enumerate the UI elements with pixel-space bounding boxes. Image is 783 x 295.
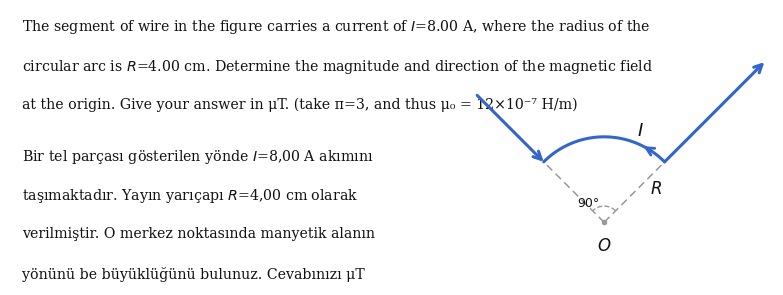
Text: $I$: $I$ <box>637 122 644 140</box>
Text: Bir tel parçası gösterilen yönde $I$=8,00 A akımını: Bir tel parçası gösterilen yönde $I$=8,0… <box>22 148 373 165</box>
Text: circular arc is $R$=4.00 cm. Determine the magnitude and direction of the magnet: circular arc is $R$=4.00 cm. Determine t… <box>22 58 653 76</box>
Text: $O$: $O$ <box>597 238 612 255</box>
Text: The segment of wire in the figure carries a current of $I$=8.00 A, where the rad: The segment of wire in the figure carrie… <box>22 18 651 36</box>
Text: taşımaktadır. Yayın yarıçapı $R$=4,00 cm olarak: taşımaktadır. Yayın yarıçapı $R$=4,00 cm… <box>22 187 358 205</box>
Text: verilmiştir. O merkez noktasında manyetik alanın: verilmiştir. O merkez noktasında manyeti… <box>22 227 375 241</box>
Text: 90°: 90° <box>578 197 600 210</box>
Text: $R$: $R$ <box>650 181 662 198</box>
Text: at the origin. Give your answer in μT. (take π=3, and thus μ₀ = 12×10⁻⁷ H/m): at the origin. Give your answer in μT. (… <box>22 97 577 112</box>
Text: yönünü be büyüklüğünü bulunuz. Cevabınızı μT: yönünü be büyüklüğünü bulunuz. Cevabınız… <box>22 267 365 282</box>
